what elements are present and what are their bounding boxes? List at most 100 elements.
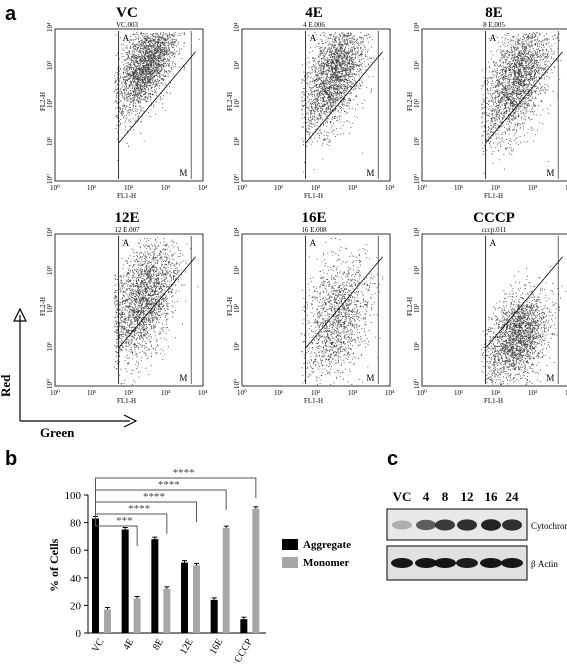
y-tick-label: 10² (233, 304, 241, 313)
legend-swatch-aggregate (282, 539, 298, 550)
legend-swatch-monomer (282, 557, 298, 568)
x-tick-label: 10³ (348, 184, 357, 192)
gate-label-monomer: M (366, 373, 374, 383)
y-tick-label: 10² (46, 304, 54, 313)
dot-plot-12e: 12E 12 E.007 A M 10⁰ 10⁰ 10¹ 10¹ 10² 10² 10³ 10³ 10⁴… (38, 210, 208, 410)
event-dots (301, 237, 384, 386)
x-tick-label: 10² (491, 184, 500, 192)
band-label-cytochrome-c: Cytochrome C (531, 521, 567, 531)
x-tick-label: 10¹ (87, 389, 96, 397)
y-tick-label: 10⁴ (233, 22, 241, 32)
y-tick-label: 10⁰ (46, 174, 54, 184)
gate-label-aggregate: A (490, 238, 497, 248)
significance-label: **** (143, 491, 165, 503)
panel-letter-a: a (5, 3, 17, 25)
y-tick-label: 10⁴ (413, 227, 421, 237)
y-tick-label: 10³ (413, 61, 421, 70)
x-tick-label: 10³ (161, 184, 170, 192)
lane-label: 4 (423, 489, 430, 504)
x-tick-label: 10³ (161, 389, 170, 397)
event-dots (481, 265, 567, 386)
bar-aggregate-12e (181, 562, 188, 633)
dot-plot-title: 4E (305, 5, 323, 21)
x-tick-label: 10⁰ (417, 389, 427, 397)
y-tick-label: 20 (70, 600, 82, 612)
x-tick-label: 10⁰ (237, 389, 247, 397)
event-dots (481, 32, 562, 174)
significance-label: **** (128, 503, 150, 515)
gate-label-aggregate: A (123, 33, 130, 43)
fluorescence-axes-arrows: Red Green (0, 307, 138, 440)
x-tick-label: 8E (151, 637, 166, 652)
y-tick-label: 10¹ (46, 137, 54, 146)
dot-plot-vc: VC VC.003 A M 10⁰ 10⁰ 10¹ 10¹ 10² 10² 10³ 10³ 10⁴ 10⁴… (38, 5, 208, 205)
dot-plot-sample-name: 16 E.008 (301, 226, 327, 234)
bar-monomer-16e (222, 528, 230, 633)
y-tick-label: 10⁰ (46, 379, 54, 389)
bar-aggregate-8e (151, 539, 159, 633)
gate-label-monomer: M (366, 168, 374, 178)
legend-label-monomer: Monomer (303, 557, 350, 569)
x-tick-label: 10⁴ (385, 184, 395, 192)
y-tick-label: 10⁰ (413, 174, 421, 184)
dot-plot-title: 16E (301, 210, 327, 226)
gate-label-monomer: M (179, 373, 187, 383)
y-axis-label: FL2-H (39, 92, 47, 111)
dot-plot-title: 12E (114, 210, 140, 226)
x-tick-label: 10⁴ (385, 389, 395, 397)
cytochrome-c-band (392, 520, 412, 530)
x-tick-label: 10³ (348, 389, 357, 397)
dot-plot-sample-name: 12 E.007 (114, 226, 140, 234)
event-dots (301, 32, 384, 173)
x-tick-label: 10⁰ (50, 184, 60, 192)
lane-label: 24 (506, 489, 520, 504)
gate-label-aggregate: A (490, 33, 497, 43)
gate-diagonal (485, 51, 563, 144)
gate-diagonal (118, 51, 196, 144)
western-blot: VC 48 12 16 24 Cytochrome C β Actin (386, 489, 567, 581)
significance-bracket-cccp: **** (95, 467, 257, 498)
mitochondrial-potential-bar-chart: 0 20 40 60 80 100 % of Cells VC 4E 8E 12E 16E CCCP **… (47, 467, 351, 665)
x-tick-label: VC (90, 637, 107, 655)
y-tick-label: 0 (76, 628, 82, 640)
y-axis-label: FL2-H (406, 92, 414, 111)
x-axis-label: FL1-H (304, 192, 323, 200)
significance-bracket-4e: *** (95, 487, 138, 546)
y-tick-label: 60 (70, 545, 82, 557)
y-tick-label: 10⁰ (233, 174, 241, 184)
significance-bracket-12e: **** (95, 487, 197, 522)
beta-actin-band (501, 558, 523, 568)
bar-aggregate-4e (121, 529, 129, 633)
y-tick-label: 100 (65, 490, 82, 502)
dot-plot-sample-name: cccp.011 (481, 226, 507, 234)
dot-plot-title: CCCP (473, 210, 515, 226)
y-axis-label: FL2-H (406, 297, 414, 316)
y-tick-label: 10⁰ (413, 379, 421, 389)
beta-actin-band (456, 558, 478, 568)
cytochrome-c-band (502, 519, 522, 531)
y-tick-label: 10² (413, 304, 421, 313)
x-axis-label: FL1-H (117, 397, 136, 405)
y-tick-label: 10³ (46, 61, 54, 70)
gate-diagonal (118, 256, 196, 349)
dot-plot-16e: 16E 16 E.008 A M 10⁰ 10⁰ 10¹ 10¹ 10² 10² 10³ 10³ 10⁴… (225, 210, 395, 410)
x-tick-label: 10⁰ (237, 184, 247, 192)
y-tick-label: 10³ (46, 266, 54, 275)
y-tick-label: 10² (46, 99, 54, 108)
x-tick-label: 10⁰ (417, 184, 427, 192)
x-tick-label: 10¹ (454, 389, 463, 397)
y-axis-label: FL2-H (39, 297, 47, 316)
lane-label: 16 (485, 489, 499, 504)
x-axis-label: FL1-H (304, 397, 323, 405)
lane-label: VC (393, 489, 412, 504)
dot-plot-4e: 4E 4 E.006 A M 10⁰ 10⁰ 10¹ 10¹ 10² 10² 10³ 10³ 10⁴ 10… (225, 5, 395, 205)
dot-plot-sample-name: 4 E.006 (303, 21, 325, 29)
bar-monomer-4e (133, 598, 141, 633)
gate-label-monomer: M (546, 168, 554, 178)
y-tick-label: 10³ (233, 266, 241, 275)
x-tick-label: 10² (491, 389, 500, 397)
